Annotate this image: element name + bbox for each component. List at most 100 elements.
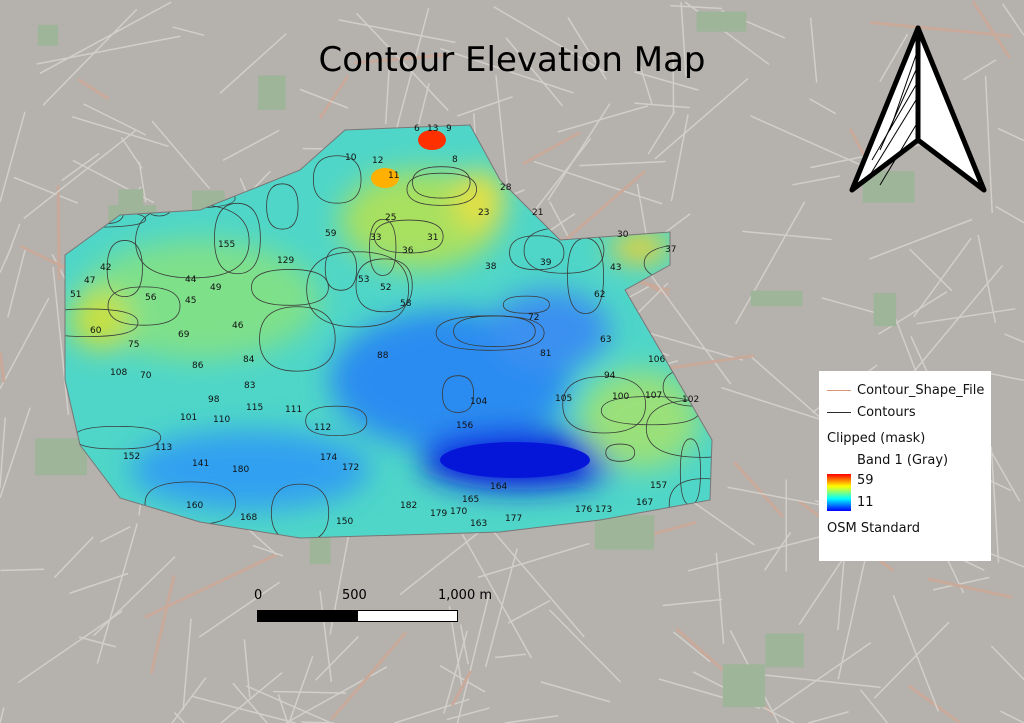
contour-line	[679, 438, 701, 506]
street	[507, 599, 551, 624]
street	[892, 595, 940, 712]
contour-line	[406, 172, 477, 206]
street	[869, 218, 973, 260]
map-title: Contour Elevation Map	[318, 40, 706, 80]
contour-label: 47	[84, 276, 95, 286]
contour-label: 62	[594, 290, 605, 300]
street	[680, 2, 687, 77]
contour-line	[251, 269, 329, 306]
street	[36, 35, 181, 65]
street	[61, 152, 100, 182]
contour-label: 23	[478, 208, 489, 218]
contour-line	[214, 202, 261, 275]
contour-label: 104	[470, 397, 487, 407]
legend-label: Contour_Shape_File	[857, 383, 985, 398]
street	[879, 33, 909, 82]
street	[395, 8, 430, 132]
contour-label: 81	[540, 349, 551, 359]
contour-label: 72	[528, 313, 539, 323]
street	[547, 103, 611, 201]
street	[859, 689, 888, 723]
street	[288, 656, 314, 723]
contour-line	[65, 210, 147, 228]
street	[93, 556, 176, 637]
contour-label: 51	[70, 290, 81, 300]
street	[770, 642, 872, 713]
park	[37, 24, 59, 46]
contour-label: 75	[128, 340, 139, 350]
contour-label: 182	[400, 501, 417, 511]
street	[440, 47, 574, 94]
contour-label: 30	[617, 230, 629, 240]
street	[869, 21, 1012, 38]
contour-label: 38	[485, 262, 497, 272]
street	[338, 19, 456, 44]
street	[638, 62, 653, 104]
street	[837, 542, 870, 680]
street	[977, 234, 997, 323]
street	[0, 352, 6, 383]
legend-min: 11	[857, 495, 874, 510]
street	[459, 624, 469, 665]
contour-label: 152	[123, 452, 140, 462]
street	[77, 77, 110, 101]
street	[809, 98, 837, 115]
street	[1001, 3, 1024, 36]
contour-label: 25	[385, 213, 396, 223]
street	[17, 610, 123, 684]
contour-label: 6	[414, 124, 420, 134]
park	[750, 290, 803, 307]
contour-line	[523, 227, 605, 274]
street	[0, 707, 5, 723]
street	[821, 297, 876, 314]
contour-label: 56	[145, 293, 157, 303]
street	[23, 130, 136, 219]
contour-label: 58	[400, 299, 412, 309]
scale-bar	[257, 610, 458, 622]
park	[873, 292, 897, 327]
contour-line	[557, 161, 614, 205]
street	[912, 265, 1004, 373]
contour-line	[73, 425, 162, 450]
street	[504, 714, 559, 723]
street	[120, 136, 143, 169]
contour-line	[562, 376, 646, 434]
contour-label: 12	[372, 156, 383, 166]
street	[579, 160, 666, 167]
contour-label: 59	[325, 229, 337, 239]
contour-label: 168	[240, 513, 257, 523]
street	[877, 291, 948, 335]
street	[192, 695, 296, 723]
street	[962, 59, 997, 81]
legend-item-contour-shape-file: Contour_Shape_File	[827, 383, 984, 398]
contour-label: 170	[450, 507, 467, 517]
street	[984, 75, 993, 214]
street	[636, 183, 647, 235]
street	[808, 711, 849, 723]
contour-label: 63	[600, 335, 611, 345]
contour-label: 21	[532, 208, 543, 218]
legend-label: Contours	[857, 405, 916, 420]
street	[522, 131, 581, 166]
street	[505, 37, 564, 107]
street	[687, 533, 829, 572]
street	[493, 6, 606, 73]
contour-line	[369, 218, 397, 276]
contour-label: 110	[213, 415, 230, 425]
contour-label: 174	[320, 453, 337, 463]
contour-line	[636, 125, 700, 149]
street	[39, 1, 172, 75]
contour-label: 155	[218, 240, 235, 250]
street	[557, 105, 649, 133]
contour-label: 69	[178, 330, 190, 340]
street	[484, 548, 518, 668]
scale-label-500: 500	[342, 588, 367, 603]
street	[971, 0, 1012, 59]
contour-label: 43	[610, 263, 621, 273]
street	[910, 335, 929, 374]
contour-label: 111	[285, 405, 302, 415]
contour-label: 45	[185, 296, 196, 306]
street	[734, 201, 806, 325]
street	[477, 542, 590, 579]
